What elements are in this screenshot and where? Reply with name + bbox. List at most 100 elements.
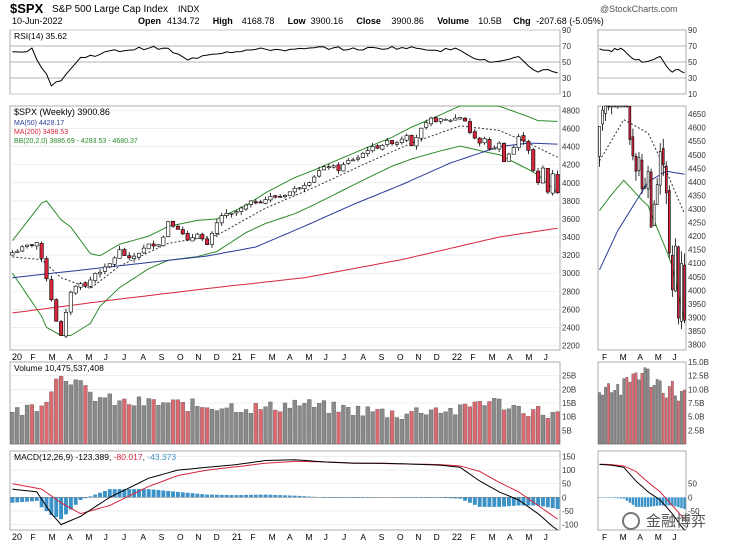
volume-bar (97, 397, 103, 445)
candle-body (356, 157, 361, 160)
candle-body (214, 222, 219, 234)
right-price-tick: 4650 (688, 110, 706, 119)
volume-bar (497, 398, 502, 445)
x-axis-label-bottom: M (489, 532, 496, 542)
candle-body (49, 279, 54, 301)
volume-bar (433, 407, 438, 445)
candle-body (161, 236, 166, 246)
candle-body (550, 173, 555, 194)
candle-body (487, 139, 492, 150)
candle-body (190, 237, 195, 242)
macd-histogram-bar (200, 494, 205, 498)
candle-body (25, 244, 30, 247)
volume-bar (253, 402, 258, 445)
tick-label: 2.5B (688, 426, 704, 435)
volume-bar (49, 391, 54, 445)
right-macd-histogram-bar (604, 497, 607, 498)
right-candle-body (613, 105, 616, 108)
right-x-axis-label-bottom: F (602, 532, 607, 542)
macd-histogram-bar (98, 492, 102, 498)
macd-histogram-bar (78, 497, 83, 501)
candle-body (555, 174, 560, 194)
right-volume-bar (607, 383, 610, 445)
candle-body (73, 285, 78, 294)
macd-histogram-bar (550, 497, 555, 509)
right-candle-body (610, 105, 613, 108)
stat-label-3: Close (356, 16, 381, 26)
candle-body (20, 246, 25, 252)
macd-histogram-bar (258, 494, 263, 498)
macd-histogram-bar (468, 497, 472, 503)
macd-histogram-bar (312, 496, 317, 498)
volume-bar (521, 413, 526, 445)
x-axis-label: J (342, 352, 346, 362)
right-candle-body (661, 148, 665, 166)
macd-histogram-bar (531, 497, 536, 506)
candle-body (15, 250, 20, 253)
candle-body (112, 257, 117, 265)
right-price-tick: 4500 (688, 151, 706, 160)
volume-bar (375, 409, 380, 445)
x-axis-label: M (85, 352, 92, 362)
volume-bar (127, 404, 132, 445)
volume-bar (438, 412, 443, 445)
candle-body (195, 233, 200, 239)
right-price-tick: 3850 (688, 327, 706, 336)
candle-body (234, 211, 239, 214)
stat-value-0: 4134.72 (167, 16, 200, 26)
ma50-label: MA(50) 4428.17 (14, 120, 64, 127)
plot-area: 1030507090103050709022002400260028003000… (9, 26, 709, 542)
ma50-line (12, 142, 558, 279)
tick-label: 10.0B (688, 385, 709, 394)
volume-bar (195, 406, 200, 445)
candle-body (229, 212, 234, 215)
macd-histogram-bar (536, 497, 541, 506)
x-axis-label: A (507, 352, 513, 362)
volume-bar (487, 401, 492, 445)
x-axis-label: A (287, 352, 293, 362)
macd-histogram-bar (49, 497, 54, 516)
candle-body (54, 299, 59, 322)
tick-label: 90 (688, 26, 697, 35)
tick-label: 12.5B (688, 372, 709, 381)
candle-body (516, 136, 521, 149)
volume-bar (307, 399, 312, 445)
macd-histogram-bar (73, 497, 78, 505)
volume-bar (341, 405, 346, 445)
candle-body (268, 196, 273, 201)
volume-bar (88, 391, 93, 445)
x-axis-label: A (67, 352, 73, 362)
tick-label: 4200 (562, 161, 580, 170)
candle-body (531, 149, 536, 171)
macd-histogram-bar (297, 495, 302, 498)
macd-histogram-bar (151, 489, 156, 498)
candle-body (44, 258, 49, 280)
right-candle-body (683, 264, 686, 321)
macd-histogram-bar (219, 494, 224, 498)
macd-histogram-bar (268, 494, 273, 498)
candle-body (239, 207, 244, 212)
candle-body (248, 200, 253, 205)
candle-body (409, 134, 414, 147)
x-axis-label-bottom: A (67, 532, 73, 542)
macd-histogram-bar (122, 489, 127, 498)
volume-bar (477, 401, 482, 445)
macd-histogram-bar (34, 497, 39, 501)
right-price-tick: 4200 (688, 232, 706, 241)
right-volume-bar (680, 391, 683, 445)
panel-frame-price (9, 105, 561, 351)
volume-bar (526, 416, 531, 445)
stat-label-1: High (213, 16, 233, 26)
candle-body (443, 118, 448, 121)
macd-histogram-bar (25, 497, 29, 502)
volume-bar (219, 408, 224, 445)
candle-body (175, 225, 180, 230)
right-x-axis-label: J (672, 352, 676, 362)
right-bb-lower-line (599, 179, 685, 322)
right-volume-bar (649, 386, 653, 445)
candle-body (258, 201, 263, 204)
right-macd-histogram-bar (628, 497, 632, 503)
stat-label-2: Low (288, 16, 307, 26)
candle-body (10, 252, 15, 256)
x-axis-label-bottom: N (415, 532, 421, 542)
